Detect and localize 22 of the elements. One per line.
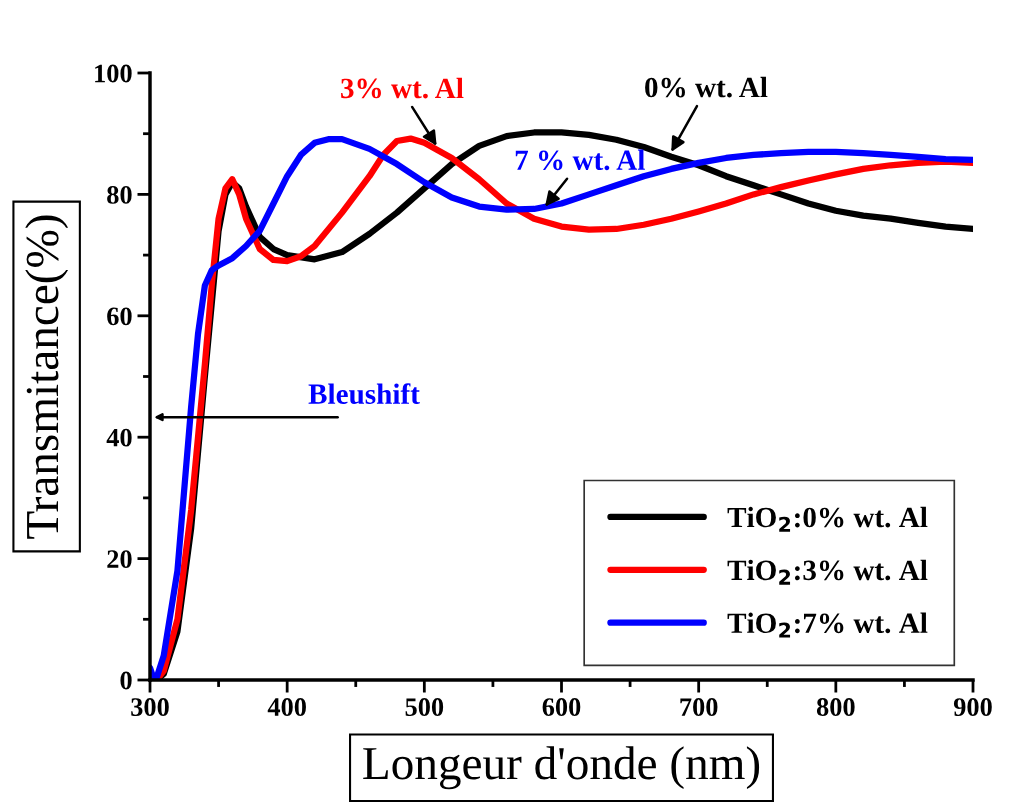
- y-axis-title: Transmitance(%): [25, 215, 69, 539]
- y-tick-label: 100: [95, 64, 132, 83]
- annotation: 0% wt. Al: [645, 76, 768, 98]
- x-axis-title: Longeur d'onde (nm): [363, 746, 760, 790]
- annotation: 3% wt. Al: [341, 77, 464, 99]
- x-tick-label: 800: [816, 698, 855, 716]
- annotation: Bleushift: [308, 383, 420, 405]
- x-tick-label: 700: [680, 698, 718, 716]
- annotation: 7 % wt. Al: [515, 149, 645, 171]
- legend-label: TiO$_{2}$:7% wt. Al: [727, 612, 928, 638]
- x-tick-label: 500: [405, 698, 444, 716]
- y-tick-label: 0: [120, 671, 132, 690]
- y-tick-label: 20: [107, 550, 132, 569]
- legend-label: TiO$_{2}$:3% wt. Al: [727, 559, 928, 585]
- x-tick-label: 300: [131, 698, 169, 716]
- x-tick-label: 900: [953, 698, 992, 716]
- legend-label: TiO$_{2}$:0% wt. Al: [727, 506, 928, 532]
- y-tick-label: 40: [106, 428, 132, 447]
- y-tick-label: 60: [107, 307, 132, 326]
- y-tick-label: 80: [107, 186, 132, 204]
- x-tick-label: 600: [542, 698, 581, 716]
- x-tick-label: 400: [267, 698, 306, 716]
